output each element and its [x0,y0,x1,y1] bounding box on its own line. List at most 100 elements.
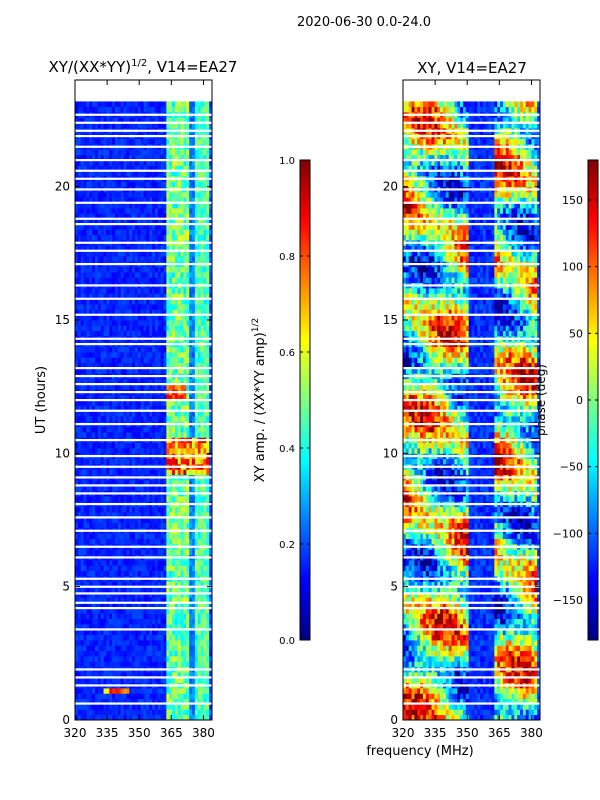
heatmap-cell [157,213,162,220]
heatmap-cell [177,570,181,577]
heatmap-cell [160,485,164,492]
heatmap-cell [126,645,130,652]
heatmap-cell [152,538,156,545]
heatmap-cell [126,618,130,625]
heatmap-cell [189,661,193,668]
heatmap-cell [166,442,170,449]
heatmap-cell [203,288,207,294]
heatmap-cell [177,442,181,449]
heatmap-cell [203,357,207,364]
heatmap-cell [75,234,79,241]
heatmap-cell [149,688,153,694]
heatmap-cell [200,661,204,668]
heatmap-cell [180,362,184,369]
heatmap-cell [123,245,127,252]
heatmap-cell [114,170,119,177]
heatmap-cell [146,368,150,374]
heatmap-cell [123,256,127,262]
heatmap-cell [152,309,156,316]
heatmap-cell [154,458,159,465]
heatmap-cell [106,613,110,620]
heatmap-cell [100,405,104,412]
heatmap-cell [89,405,93,412]
heatmap-cell [172,442,176,449]
heatmap-cell [97,405,102,412]
heatmap-cell [194,533,199,540]
heatmap-cell [206,629,210,636]
heatmap-cell [192,346,196,353]
heatmap-cell [149,272,153,278]
heatmap-cell [149,522,153,529]
heatmap-cell [177,293,181,300]
heatmap-cell [137,618,142,625]
heatmap-cell [200,586,204,593]
heatmap-cell [129,581,133,588]
heatmap-cell [200,469,204,476]
heatmap-cell [97,266,102,273]
heatmap-cell [126,293,130,300]
heatmap-cell [143,586,147,593]
heatmap-cell [194,192,199,198]
heatmap-cell [94,330,99,337]
heatmap-cell [109,346,113,353]
heatmap-cell [126,400,130,406]
heatmap-cell [163,629,167,636]
heatmap-cell [112,202,116,209]
heatmap-cell [143,314,147,321]
heatmap-cell [157,394,162,401]
heatmap-cell [143,618,147,625]
heatmap-cell [100,677,104,684]
heatmap-cell [129,656,133,662]
heatmap-cell [97,304,102,310]
heatmap-cell [112,522,116,529]
heatmap-cell [180,314,184,321]
heatmap-cell [120,448,124,454]
heatmap-cell [80,506,84,513]
heatmap-cell [106,352,110,358]
heatmap-cell [174,442,179,449]
heatmap-cell [186,213,190,220]
heatmap-cell [146,165,150,172]
heatmap-cell [183,272,187,278]
heatmap-cell [89,346,93,353]
heatmap-cell [112,570,116,577]
heatmap-cell [129,570,133,577]
heatmap-cell [97,656,102,662]
heatmap-cell [92,320,96,326]
heatmap-cell [100,229,104,236]
heatmap-cell [160,181,164,188]
heatmap-cell [157,325,162,332]
heatmap-cell [120,224,124,230]
heatmap-cell [140,650,144,657]
heatmap-cell [163,480,167,486]
heatmap-cell [97,410,102,417]
heatmap-cell [97,624,102,630]
heatmap-cell [94,368,99,374]
heatmap-cell [152,330,156,337]
heatmap-cell [129,394,133,401]
heatmap-cell [75,405,79,412]
heatmap-cell [192,293,196,300]
heatmap-cell [166,634,170,641]
heatmap-cell [206,592,210,598]
heatmap-cell [200,208,204,214]
heatmap-cell [75,586,79,593]
heatmap-cell [120,298,124,305]
heatmap-cell [160,442,164,449]
heatmap-cell [149,608,153,614]
heatmap-cell [194,256,199,262]
heatmap-cell [114,277,119,284]
heatmap-cell [152,693,156,700]
heatmap-cell [206,181,210,188]
heatmap-cell [97,213,102,220]
heatmap-cell [149,426,153,433]
heatmap-cell [129,309,133,316]
heatmap-cell [192,469,196,476]
heatmap-cell [77,181,82,188]
heatmap-cell [194,181,199,188]
heatmap-cell [132,181,136,188]
heatmap-cell [140,330,144,337]
heatmap-cell [180,218,184,225]
heatmap-cell [132,709,136,716]
heatmap-cell [77,538,82,545]
